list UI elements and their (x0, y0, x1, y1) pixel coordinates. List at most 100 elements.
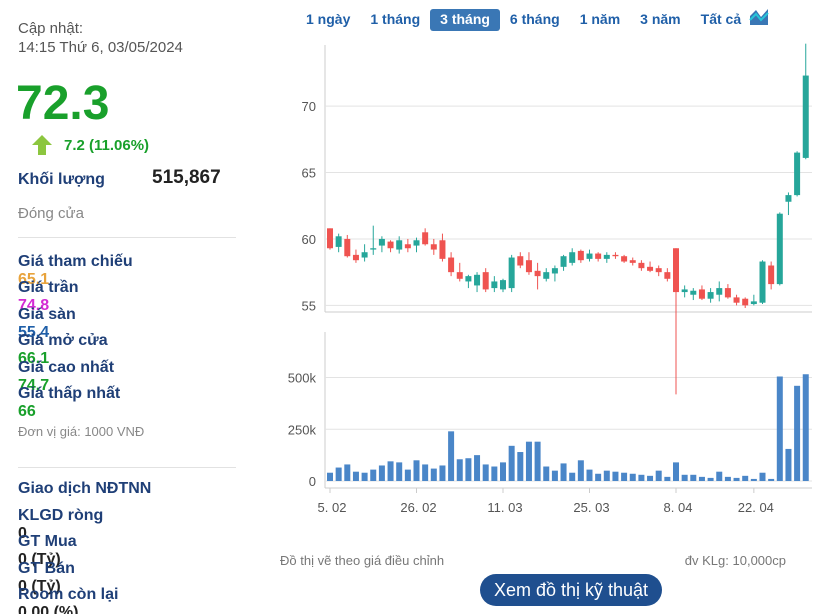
candle-body (344, 238, 351, 257)
period-tab[interactable]: 1 tháng (370, 11, 421, 27)
volume-bar (759, 472, 766, 481)
volume-bar (396, 462, 403, 481)
volume-bar (534, 441, 541, 481)
foreign-value: 0 (Tỷ) (18, 551, 61, 569)
candle-body (802, 75, 809, 158)
candle-body (525, 260, 532, 273)
volume-bar (612, 471, 619, 481)
candle-body (387, 241, 394, 249)
stat-row: Giá sàn 55.4 (18, 306, 236, 342)
period-tab[interactable]: 6 tháng (509, 11, 560, 27)
candle-body (621, 256, 628, 262)
price: 72.3 (16, 77, 110, 130)
stat-value: 66.1 (18, 350, 50, 368)
status: Đóng cửa (18, 205, 84, 222)
candle-body (482, 272, 489, 290)
candle-body (335, 236, 342, 247)
volume-bar (474, 455, 481, 481)
period-tab[interactable]: 3 năm (640, 11, 681, 27)
updated-time: 14:15 Thứ 6, 03/05/2024 (18, 39, 183, 56)
chart-type-icon (750, 9, 768, 25)
candle-body (595, 253, 602, 259)
volume-bar (508, 445, 515, 481)
foreign-row: GT Mua 0 (Tỷ) (18, 533, 236, 569)
candle-body (759, 261, 766, 303)
volume-bar (698, 476, 705, 481)
volume-bar (776, 376, 783, 481)
volume-bar (465, 458, 472, 481)
candle-body (474, 274, 481, 286)
volume-bar (655, 470, 662, 481)
period-tab[interactable]: 1 năm (579, 11, 621, 27)
foreign-label: Room còn lại (18, 586, 119, 604)
candle-body (664, 272, 671, 279)
foreign-label: KLGD ròng (18, 507, 104, 524)
candle-body (681, 289, 688, 293)
volume-bar (500, 462, 506, 481)
stat-label: Giá tham chiếu (18, 253, 133, 270)
stat-label: Giá cao nhất (18, 358, 115, 376)
volume-bar (430, 468, 437, 481)
candle-body (465, 276, 472, 282)
stat-row: Giá thấp nhất 66 (18, 385, 236, 421)
volume-bar (664, 476, 671, 481)
candle-body (327, 228, 333, 249)
candle-body (698, 289, 705, 299)
period-tab[interactable]: Tất cả (700, 11, 742, 27)
candle-body (413, 240, 420, 246)
chart-type-icon (750, 9, 768, 25)
volume-bar (525, 441, 532, 481)
volume-bar (413, 460, 420, 481)
candle-body (707, 292, 714, 299)
volume-bar (681, 474, 688, 481)
candle-body (422, 232, 429, 245)
foreign-label: GT Mua (18, 533, 77, 551)
stat-label: Giá sàn (18, 305, 76, 323)
x-tick-label: 8. 04 (664, 500, 693, 515)
x-tick-label: 26. 02 (400, 500, 436, 515)
foreign-value: 0 (18, 525, 27, 542)
volume-bar (629, 473, 636, 481)
foreign-row: Room còn lại 0.00 (%) (18, 586, 236, 614)
volume-bar (802, 374, 809, 481)
volume-bar (543, 466, 550, 481)
volume-bar (387, 461, 394, 481)
technical-chart-button[interactable]: Xem đồ thị kỹ thuật (480, 574, 662, 606)
volume-bar (638, 474, 645, 481)
x-tick-label: 11. 03 (487, 500, 522, 515)
volume-bar (569, 472, 576, 481)
candle-body (430, 244, 437, 250)
volume-bar (595, 473, 602, 481)
candle-body (500, 280, 506, 290)
info-panel: Cập nhật: 14:15 Thứ 6, 03/05/2024 72.3 7… (0, 0, 255, 614)
volume-bar (577, 460, 584, 481)
volume-bar (448, 431, 455, 481)
candle-body (733, 297, 740, 303)
volume-bar (707, 477, 714, 481)
period-tab[interactable]: 1 ngày (306, 11, 351, 27)
foreign-row: KLGD ròng 0 (18, 507, 236, 543)
volume-bar (690, 474, 697, 481)
note-right: đv KLg: 10,000cp (685, 553, 786, 568)
candle-body (724, 288, 731, 298)
change: 7.2 (11.06%) (64, 137, 150, 154)
period-tab[interactable]: 3 tháng (430, 9, 500, 31)
candle-body (448, 257, 455, 273)
stat-value: 66 (18, 403, 36, 420)
candle-body (439, 240, 446, 259)
up-arrow (32, 135, 52, 155)
candle-body (352, 254, 359, 261)
separator (18, 237, 236, 238)
stat-value: 55.4 (18, 323, 50, 341)
volume-bar (517, 452, 524, 481)
stat-value: 74.7 (18, 376, 50, 394)
candle-body (577, 250, 584, 261)
candle-body (716, 288, 723, 295)
candle-body (534, 270, 541, 277)
candle-body (629, 260, 636, 263)
unit-note: Đơn vị giá: 1000 VNĐ (18, 424, 145, 439)
foreign-value: 0.00 (%) (18, 604, 79, 614)
volume-bar (733, 477, 740, 481)
y-tick-label: 500k (288, 371, 317, 386)
candle-body (404, 244, 411, 249)
